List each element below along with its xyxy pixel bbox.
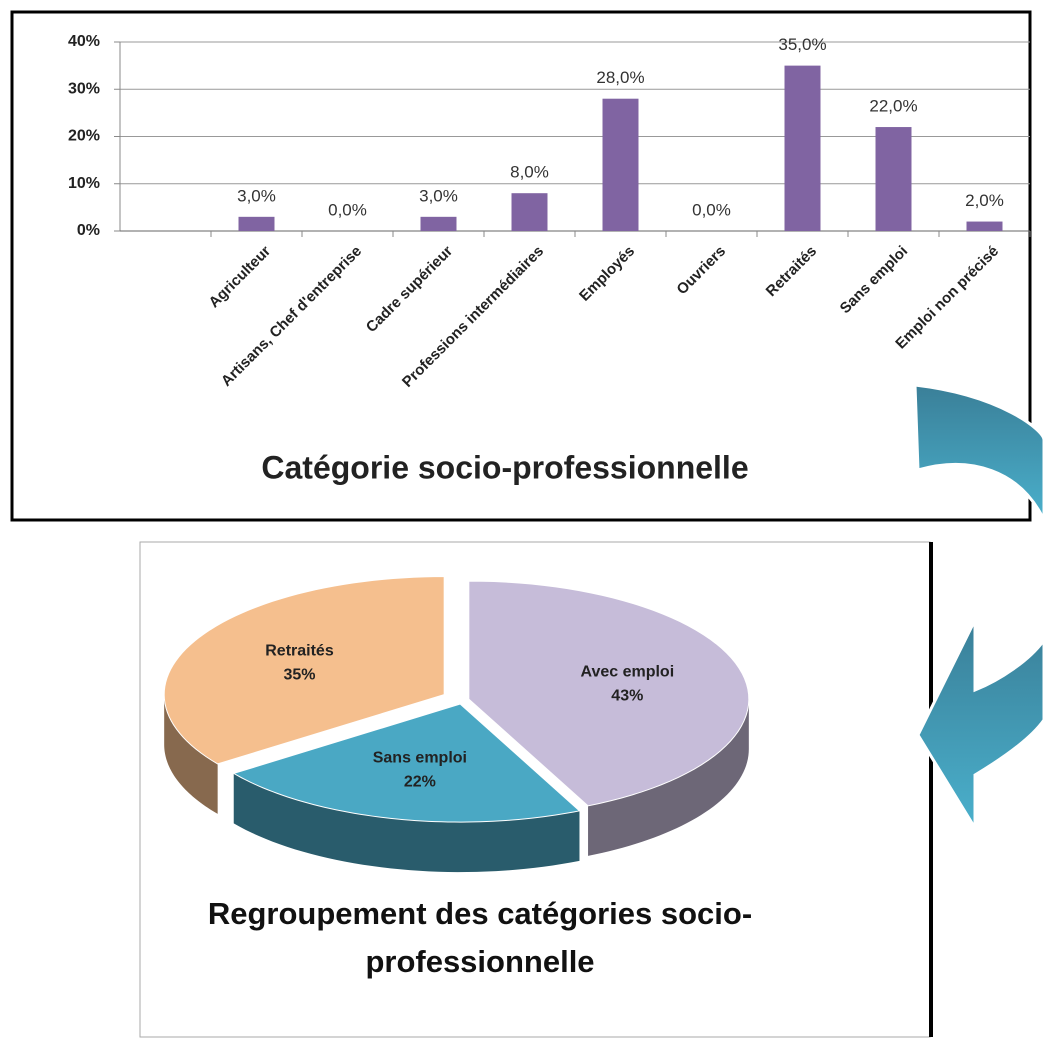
slice-side [164,694,218,814]
value-label: 22,0% [869,97,917,116]
bar-frame [10,10,1032,522]
bar [511,193,548,231]
bar [238,216,275,231]
pie-slice [232,703,581,823]
pie-title: Regroupement des catégories socio-profes… [207,896,753,979]
slice-value-label: 22% [404,774,436,791]
pie-slice [163,576,445,765]
value-label: 0,0% [328,200,367,219]
value-label: 35,0% [778,35,826,54]
arrow-head [916,619,1044,834]
value-label: 8,0% [510,163,549,182]
y-tick-label: 30% [68,80,100,97]
slice-label: Retraités [265,643,334,660]
y-tick-label: 20% [68,128,100,145]
y-tick-label: 40% [68,33,100,50]
bar [966,221,1003,231]
bar [420,216,457,231]
bar [602,98,639,231]
slice-side [233,773,580,873]
bar-title: Catégorie socio-professionnelle [261,449,748,485]
value-label: 2,0% [965,191,1004,210]
pie-slice [468,580,750,807]
slice-value-label: 43% [611,687,643,704]
y-tick-label: 0% [77,222,100,239]
bar [784,65,821,231]
slice-label: Avec emploi [580,663,674,680]
value-label: 28,0% [596,68,644,87]
y-tick-label: 10% [68,175,100,192]
slice-value-label: 35% [283,667,315,684]
value-label: 3,0% [419,186,458,205]
bar [875,127,912,231]
arrow-top [913,383,1044,521]
slice-label: Sans emploi [373,750,467,767]
value-label: 0,0% [692,200,731,219]
value-label: 3,0% [237,186,276,205]
slice-side [588,699,749,856]
